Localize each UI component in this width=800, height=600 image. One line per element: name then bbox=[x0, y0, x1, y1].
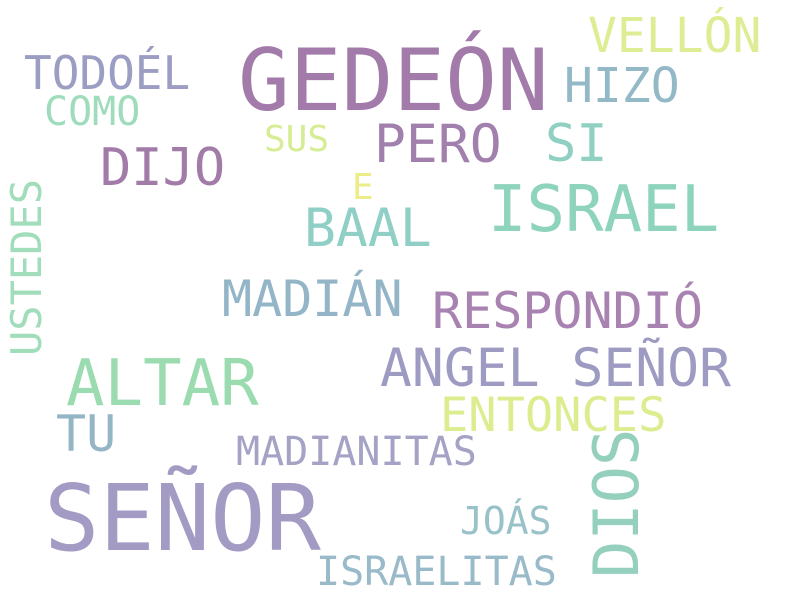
word-senor: SEÑOR bbox=[44, 465, 321, 572]
word-joas: JOÁS bbox=[460, 499, 552, 543]
word-israel: ISRAEL bbox=[488, 173, 720, 247]
word-sus: SUS bbox=[264, 119, 330, 160]
word-pero: PERO bbox=[374, 114, 502, 175]
word-baal: BAAL bbox=[304, 198, 432, 259]
word-tu: TU bbox=[56, 405, 117, 463]
word-dios: DIOS bbox=[580, 428, 653, 578]
word-vellon: VELLÓN bbox=[588, 8, 762, 64]
word-madian: MADIÁN bbox=[222, 270, 403, 328]
word-como: COMO bbox=[44, 89, 141, 135]
word-respondio: RESPONDIÓ bbox=[432, 282, 703, 340]
word-israelitas: ISRAELITAS bbox=[316, 549, 557, 595]
word-angel-senor: ANGEL SEÑOR bbox=[380, 338, 731, 399]
word-madianitas: MADIANITAS bbox=[236, 429, 477, 475]
word-ustedes: USTEDES bbox=[2, 178, 51, 356]
word-dijo: DIJO bbox=[100, 138, 226, 198]
word-altar: ALTAR bbox=[66, 347, 259, 421]
word-entonces: ENTONCES bbox=[440, 388, 667, 443]
word-si: SI bbox=[545, 114, 608, 174]
word-e: E bbox=[352, 167, 374, 208]
word-gedeon: GEDEÓN bbox=[238, 31, 549, 131]
word-todoel: TODOÉL bbox=[24, 46, 191, 100]
word-hizo: HIZO bbox=[564, 58, 680, 114]
